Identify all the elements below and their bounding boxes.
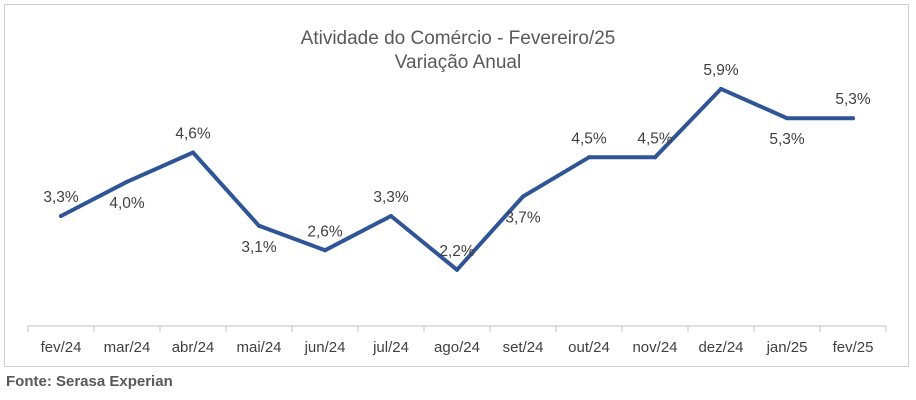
data-label: 3,3% (43, 189, 79, 206)
data-point (125, 179, 129, 184)
data-label: 5,9% (703, 62, 739, 79)
data-label: 3,3% (373, 189, 409, 206)
chart-frame (4, 4, 909, 367)
data-point (455, 267, 459, 272)
data-label: 2,2% (439, 243, 475, 260)
x-tick-label: abr/24 (172, 339, 215, 356)
x-tick-label: jun/24 (304, 339, 346, 356)
x-tick-label: fev/25 (833, 339, 874, 356)
data-point (719, 86, 723, 91)
x-tick-label: ago/24 (434, 339, 480, 356)
x-tick-label: fev/24 (41, 339, 82, 356)
x-tick-label: mai/24 (236, 339, 281, 356)
x-tick-label: jan/25 (766, 339, 808, 356)
x-tick-label: nov/24 (632, 339, 677, 356)
data-label: 4,5% (637, 130, 673, 147)
x-tick-label: mar/24 (104, 339, 151, 356)
x-tick-label: jul/24 (372, 339, 409, 356)
x-tick-label: dez/24 (698, 339, 743, 356)
data-label: 2,6% (307, 223, 343, 240)
data-point (653, 155, 657, 160)
data-point (257, 223, 261, 228)
data-point (521, 194, 525, 199)
line-chart: Atividade do Comércio - Fevereiro/25 Var… (27, 28, 887, 356)
data-point (389, 214, 393, 219)
data-label: 3,7% (505, 209, 541, 226)
data-label: 4,0% (109, 195, 145, 212)
data-label: 3,1% (241, 239, 277, 256)
data-point (191, 150, 195, 155)
data-point (587, 155, 591, 160)
data-label: 5,3% (769, 131, 805, 148)
chart-title: Atividade do Comércio - Fevereiro/25 (301, 28, 616, 49)
source-note: Fonte: Serasa Experian (6, 373, 173, 390)
data-label: 5,3% (835, 91, 871, 108)
data-point (59, 214, 63, 219)
data-point (851, 116, 855, 121)
x-tick-label: set/24 (503, 339, 544, 356)
x-axis: fev/24 mar/24 abr/24 mai/24 jun/24 jul/24 ago/… (27, 325, 887, 356)
data-label: 4,5% (571, 130, 607, 147)
series-line-group (59, 86, 855, 272)
data-point (323, 248, 327, 253)
x-tick-label: out/24 (568, 339, 610, 356)
data-point (785, 116, 789, 121)
data-labels: 3,3% 4,0% 4,6% 3,1% 2,6% 3,3% 2,2% 3,7% 4,5% 4,5%… (43, 62, 871, 260)
data-label: 4,6% (175, 125, 211, 142)
chart-subtitle: Variação Anual (395, 52, 521, 73)
